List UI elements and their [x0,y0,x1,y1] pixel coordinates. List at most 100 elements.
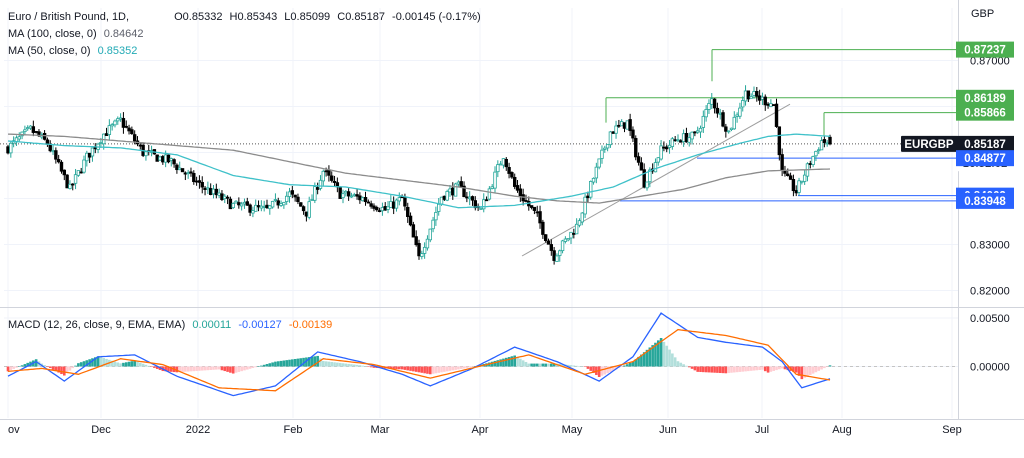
macd-histogram-bar [654,342,657,367]
macd-histogram-bar [153,366,156,368]
candle-body [529,205,534,208]
candle-body [662,146,666,149]
macd-histogram-bar [547,363,550,367]
macd-line [7,312,831,397]
candle-body [248,204,252,213]
macd-histogram-bar [48,366,52,369]
candle-body [791,179,796,192]
candle-body [217,192,221,196]
macd-histogram-bar [74,365,77,367]
price-label-text: 0.83948 [964,196,1006,208]
macd-histogram-bar [710,366,714,373]
candle-body [648,169,652,183]
axes: 0.870000.860000.850000.840000.830000.820… [8,56,1010,437]
macd-histogram-bar [296,358,300,367]
macd-histogram-bar [640,354,643,367]
macd-histogram-bar [65,366,69,374]
candle-body [251,210,255,214]
macd-histogram-bar [164,366,167,372]
candle-body [532,206,537,211]
macd-histogram-bar [552,363,556,367]
candle-body [603,147,607,150]
candle-body [127,127,131,132]
macd-histogram-bar [465,366,469,368]
price-label-text: 0.84877 [964,153,1006,165]
candle-body [465,196,469,199]
macd-histogram-bar [471,366,474,367]
macd-histogram-bar [758,366,761,371]
candle-body [738,107,742,117]
macd-histogram-bar [57,366,60,373]
macd-histogram-bar [77,363,80,367]
macd-histogram-bar [321,361,325,367]
price-tick-label: 0.87000 [970,56,1010,68]
macd-histogram-bar [12,366,15,369]
macd-histogram-bar [155,366,159,369]
candle-body [631,129,635,139]
macd-histogram-bar [248,366,252,369]
candle-body [501,158,506,166]
candle-body [690,131,694,140]
macd-histogram-bar [282,360,286,367]
candle-body [470,196,475,201]
candle-body [707,103,711,110]
candle-body [451,187,455,196]
macd-histogram-bar [592,366,595,373]
macd-histogram-bar [262,364,266,367]
candle-body [332,180,337,183]
candle-body [797,180,801,193]
macd-histogram-bar [817,366,821,371]
candle-body [256,205,261,208]
price-label-text: 0.85866 [964,108,1006,120]
macd-histogram-bar [336,362,339,367]
candle-body [242,201,247,205]
candle-body [594,166,599,179]
candle-body [695,130,700,133]
candle-body [760,96,765,100]
macd-histogram-bar [586,366,590,369]
macd-histogram-bar [445,366,449,372]
candle-body [225,196,230,199]
candle-body [605,143,610,149]
macd-histogram-bar [431,366,435,374]
macd-histogram-bar [71,366,75,369]
macd-histogram-bar [769,366,773,372]
candle-body [194,180,199,183]
macd-histogram-bar [437,366,441,373]
macd-histogram-bar [820,366,823,370]
candle-body [459,181,463,187]
candle-body [73,174,78,184]
macd-histogram-bar [220,366,224,371]
macd-histogram-bar [794,366,798,373]
macd-histogram-bar [347,363,350,367]
trend-line [521,103,791,257]
candle-body [687,137,691,143]
legend-ma100: MA (100, close, 0) 0.84642 [8,27,143,41]
macd-histogram-bar [589,366,593,371]
legend-macd: MACD (12, 26, close, 9, EMA, EMA) 0.0001… [8,318,332,332]
candle-body [34,131,38,133]
candle-body [482,199,486,210]
candle-body [327,169,331,176]
macd-histogram-bar [226,366,229,372]
macd-histogram-bar [775,366,778,371]
candle-body [375,207,379,211]
candle-body [639,162,644,171]
candle-body [276,200,280,206]
macd-histogram-bar [169,366,173,372]
candle-body [206,187,210,190]
candle-body [467,196,472,200]
macd-histogram-bar [46,366,49,367]
macd-value-signal: -0.00139 [288,319,333,331]
candle-body [369,203,373,207]
candle-body [17,136,21,140]
candle-body [445,191,449,201]
candle-body [549,244,554,251]
candle-body [262,205,266,208]
macd-histogram-bar [823,366,826,369]
macd-histogram-bar [747,366,750,372]
candle-body [391,201,396,209]
macd-histogram-bar [538,363,542,367]
macd-histogram-bar [600,366,604,376]
